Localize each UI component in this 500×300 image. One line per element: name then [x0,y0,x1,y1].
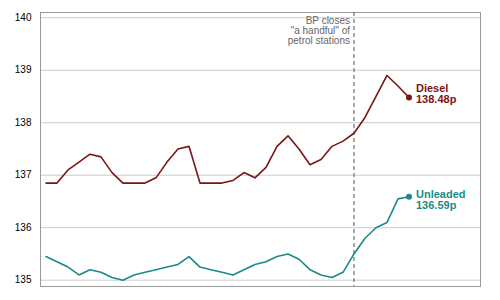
svg-text:140: 140 [15,12,32,23]
svg-text:137: 137 [15,169,32,180]
svg-text:135: 135 [15,274,32,285]
svg-text:Diesel138.48p: Diesel138.48p [416,82,457,105]
svg-text:Unleaded136.59p: Unleaded136.59p [416,188,466,211]
svg-text:136: 136 [15,222,32,233]
svg-text:BP closes"a handful" ofpetrol: BP closes"a handful" ofpetrol stations [288,15,350,46]
svg-text:138: 138 [15,117,32,128]
svg-text:139: 139 [15,64,32,75]
